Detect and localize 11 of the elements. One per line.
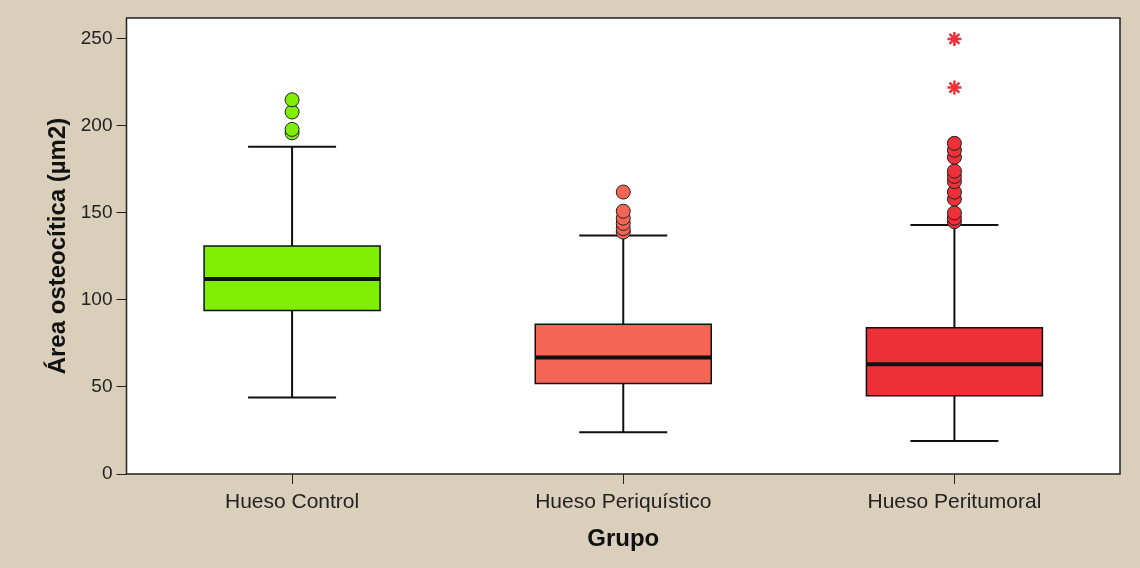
y-tick-label: 50 <box>91 375 113 397</box>
y-tick-label: 200 <box>80 114 113 136</box>
y-tick-label: 0 <box>101 462 113 484</box>
x-tick-label: Hueso Peritumoral <box>867 489 1042 513</box>
x-tick-label: Hueso Control <box>224 489 360 513</box>
x-axis-title: Grupo <box>587 524 660 552</box>
y-tick-label: 250 <box>80 27 113 49</box>
x-tick-label: Hueso Periquístico <box>535 489 712 513</box>
y-tick-label: 150 <box>80 201 113 223</box>
y-tick-label: 100 <box>80 288 113 310</box>
y-axis-title: Área osteocítica (µm2) <box>43 117 71 375</box>
